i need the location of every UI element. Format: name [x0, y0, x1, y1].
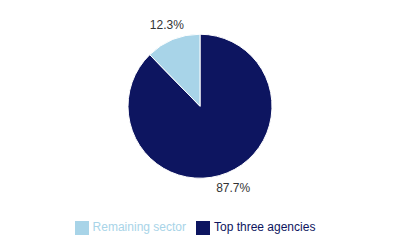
html-text:Remaining sector: Remaining sector [92, 220, 186, 235]
svg-text:12.3%: 12.3% [150, 18, 184, 32]
html-text:Top three agencies: Top three agencies [214, 220, 316, 235]
svg-text:87.7%: 87.7% [216, 181, 250, 195]
